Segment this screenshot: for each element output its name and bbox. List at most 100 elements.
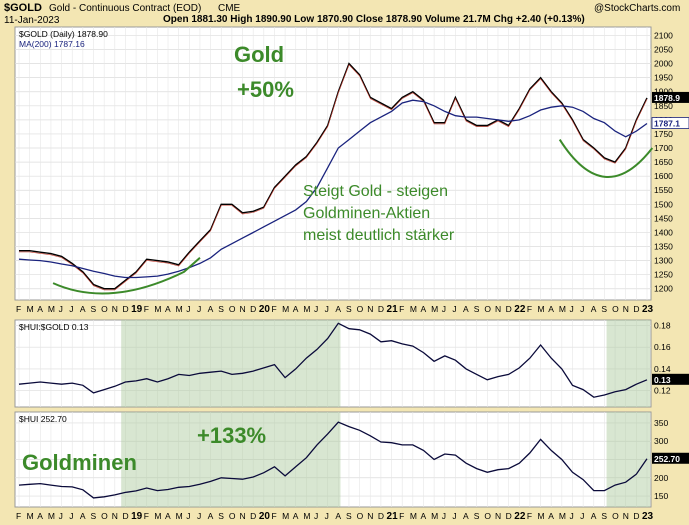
- x-tick-label: D: [122, 511, 128, 521]
- x-tick-label: M: [410, 511, 417, 521]
- x-tick-label: J: [59, 304, 63, 314]
- x-tick-label: S: [601, 511, 607, 521]
- panel-price-y-tick-label: 1600: [654, 171, 673, 181]
- x-tick-label: D: [250, 304, 256, 314]
- x-tick-label: J: [580, 304, 584, 314]
- x-tick-label: J: [452, 511, 456, 521]
- x-tick-label: M: [538, 511, 545, 521]
- x-tick-label: 22: [514, 304, 526, 315]
- x-tick-label: N: [112, 304, 118, 314]
- annotation-gold-title: Gold: [234, 42, 284, 67]
- x-tick-label: A: [548, 511, 554, 521]
- x-tick-label: M: [282, 511, 289, 521]
- panel-ratio-highlight-region-2: [606, 320, 651, 407]
- x-tick-label: A: [293, 304, 299, 314]
- x-tick-label: 23: [642, 511, 654, 522]
- panel-hui-y-tick-label: 300: [654, 436, 668, 446]
- panel-price-y-tick-label: 1650: [654, 157, 673, 167]
- x-tick-label: F: [527, 304, 532, 314]
- x-tick-label: M: [154, 511, 161, 521]
- x-tick-label: M: [48, 511, 55, 521]
- x-tick-label: M: [48, 304, 55, 314]
- exchange-label: CME: [218, 3, 241, 14]
- x-tick-label: O: [357, 511, 364, 521]
- x-tick-label: F: [16, 304, 21, 314]
- annotation-hui-percent: +133%: [197, 423, 266, 448]
- x-tick-label: A: [208, 511, 214, 521]
- x-tick-label: O: [229, 304, 236, 314]
- x-tick-label: 22: [514, 511, 526, 522]
- panel-price-legend-entry: $GOLD (Daily) 1878.90: [19, 29, 108, 39]
- x-tick-label: J: [580, 511, 584, 521]
- x-tick-label: M: [559, 304, 566, 314]
- x-tick-label: 21: [387, 304, 399, 315]
- panel-hui-y-tick-label: 150: [654, 491, 668, 501]
- x-tick-label: O: [357, 304, 364, 314]
- panel-ratio-background: [14, 319, 652, 408]
- ohlc-readout: Open 1881.30 High 1890.90 Low 1870.90 Cl…: [163, 14, 585, 25]
- x-tick-label: A: [420, 511, 426, 521]
- x-tick-label: J: [325, 304, 329, 314]
- panel-hui-last-value-label: 252.70: [654, 454, 680, 464]
- panel-price-y-tick-label: 1250: [654, 270, 673, 280]
- x-tick-label: 20: [259, 511, 271, 522]
- series--gold-line: [19, 62, 648, 290]
- series-ma-200--line: [18, 99, 648, 279]
- x-tick-label: 19: [131, 304, 143, 315]
- x-tick-label: A: [165, 511, 171, 521]
- symbol-title: $GOLD: [4, 2, 42, 14]
- x-tick-label: M: [431, 511, 438, 521]
- x-tick-label: F: [399, 304, 404, 314]
- x-tick-label: D: [633, 511, 639, 521]
- x-tick-label: 19: [131, 511, 143, 522]
- x-tick-label: A: [80, 304, 86, 314]
- x-tick-label: J: [186, 304, 190, 314]
- panel-hui-legend-entry: $HUI 252.70: [19, 414, 67, 424]
- x-tick-label: A: [591, 304, 597, 314]
- x-tick-label: N: [240, 511, 246, 521]
- x-tick-label: O: [612, 511, 619, 521]
- x-tick-label: N: [623, 511, 629, 521]
- price-last-value-label: 1878.9: [654, 93, 680, 103]
- price-last-value-label: 1787.1: [654, 119, 680, 129]
- panel-price-y-tick-label: 1300: [654, 256, 673, 266]
- x-tick-label: A: [335, 304, 341, 314]
- panel-price-y-tick-label: 2100: [654, 30, 673, 40]
- x-tick-label: O: [484, 304, 491, 314]
- x-tick-label: J: [569, 511, 573, 521]
- x-tick-label: A: [420, 304, 426, 314]
- x-tick-label: F: [271, 511, 276, 521]
- x-tick-label: O: [612, 304, 619, 314]
- x-tick-label: F: [527, 511, 532, 521]
- panel-ratio-legend-entry: $HUI:$GOLD 0.13: [19, 322, 89, 332]
- x-tick-label: D: [506, 511, 512, 521]
- x-tick-label: S: [346, 511, 352, 521]
- x-tick-label: F: [16, 511, 21, 521]
- x-tick-label: S: [91, 304, 97, 314]
- x-tick-label: M: [27, 304, 34, 314]
- x-tick-label: M: [176, 304, 183, 314]
- credit-label: @StockCharts.com: [594, 3, 681, 14]
- panel-price-y-tick-label: 1450: [654, 213, 673, 223]
- panel-price-y-tick-label: 1900: [654, 87, 673, 97]
- x-tick-label: M: [282, 304, 289, 314]
- x-tick-label: M: [303, 511, 310, 521]
- trend-arc-2022: [558, 139, 654, 178]
- x-tick-label: J: [197, 304, 201, 314]
- price-last-value-box: [652, 91, 689, 103]
- x-tick-label: J: [325, 511, 329, 521]
- panel-price-y-tick-label: 1200: [654, 284, 673, 294]
- x-tick-label: N: [495, 304, 501, 314]
- panel-price-y-tick-label: 1400: [654, 227, 673, 237]
- trend-arc-2018: [52, 257, 201, 295]
- annotation-text-line-2: Goldminen-Aktien: [303, 205, 430, 222]
- x-tick-label: S: [346, 304, 352, 314]
- panel-price-y-tick-label: 2050: [654, 45, 673, 55]
- series--hui-line: [18, 421, 648, 499]
- panel-ratio-y-tick-label: 0.14: [654, 364, 671, 374]
- x-tick-label: J: [69, 511, 73, 521]
- x-tick-label: S: [474, 304, 480, 314]
- x-tick-label: O: [229, 511, 236, 521]
- panel-price-y-tick-label: 1850: [654, 101, 673, 111]
